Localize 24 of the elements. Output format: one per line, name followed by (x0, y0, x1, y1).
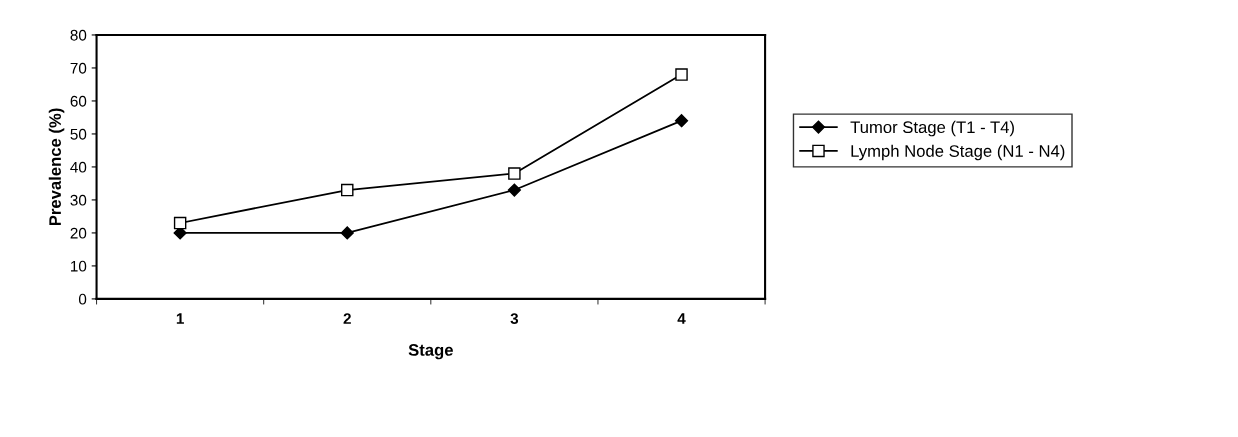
y-axis-title: Prevalence (%) (48, 108, 65, 226)
y-tick-label: 60 (70, 95, 87, 107)
y-tick-label: 80 (70, 29, 87, 41)
point (508, 167, 521, 180)
y-tick-label: 40 (70, 161, 87, 173)
legend-label: Lymph Node Stage (N1 - N4) (851, 144, 1065, 161)
point (173, 216, 187, 230)
y-tick-label: 30 (70, 194, 87, 206)
x-tick-label: 3 (510, 313, 519, 325)
legend-label: Tumor Stage (T1 - T4) (850, 120, 1014, 137)
point (507, 183, 521, 197)
y-tick-label: 50 (70, 128, 87, 140)
point (340, 226, 354, 240)
x-tick-label: 2 (343, 313, 351, 324)
point (674, 114, 689, 128)
y-tick-label: 10 (71, 260, 87, 272)
point (341, 183, 354, 197)
x-tick-label: 4 (677, 313, 686, 324)
y-tick-label: 20 (70, 227, 87, 239)
x-tick-label: 1 (176, 313, 184, 324)
x-axis-title: Stage (408, 344, 453, 360)
y-tick-label: 0 (78, 293, 87, 305)
y-tick-label: 70 (70, 62, 87, 74)
point (675, 68, 688, 81)
